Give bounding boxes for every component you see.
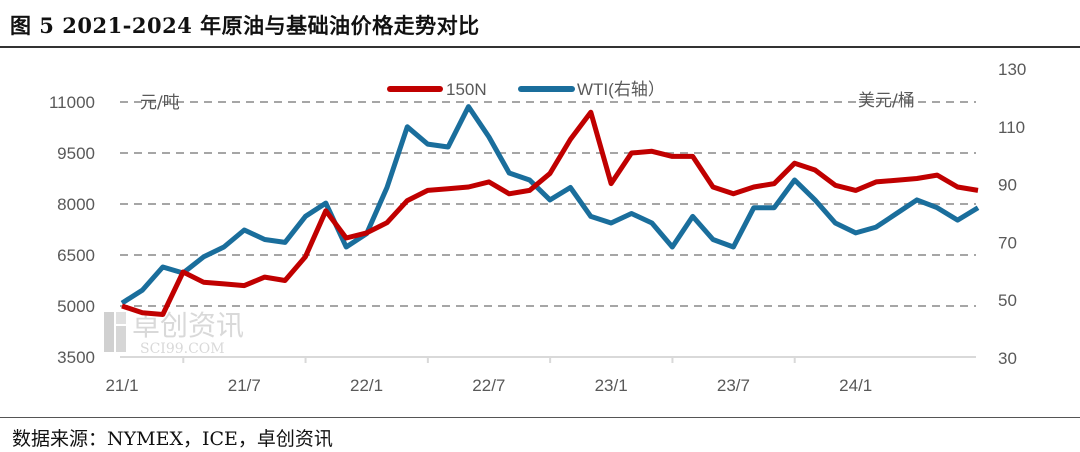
x-tick-label: 22/7	[472, 376, 505, 395]
y-right-tick-label: 130	[998, 60, 1026, 79]
y-right-tick-label: 90	[998, 176, 1017, 195]
y-right-tick-label: 70	[998, 233, 1017, 252]
footer-rule	[0, 417, 1080, 418]
left-axis-unit: 元/吨	[140, 93, 180, 113]
x-tick-label: 23/1	[595, 376, 628, 395]
y-left-tick-label: 8000	[57, 195, 95, 214]
watermark-logo-block	[116, 312, 126, 324]
y-left-tick-label: 5000	[57, 297, 95, 316]
watermark-logo: 卓创资讯 SCI99.COM	[104, 309, 244, 357]
title-rule	[0, 46, 1080, 48]
x-tick-label: 21/7	[228, 376, 261, 395]
series-line-150n	[121, 109, 979, 317]
watermark-logo-block	[116, 326, 126, 352]
right-axis-unit: 美元/桶	[858, 91, 915, 111]
y-right-tick-label: 110	[998, 118, 1025, 137]
watermark-logo-block	[104, 312, 114, 352]
watermark-en: SCI99.COM	[140, 341, 225, 357]
y-right-tick-label: 30	[998, 349, 1017, 368]
y-right-tick-label: 50	[998, 291, 1017, 310]
figure-title: 图 5 2021-2024 年原油与基础油价格走势对比	[10, 13, 480, 38]
x-tick-label: 21/1	[105, 376, 138, 395]
y-left-tick-label: 11000	[49, 93, 95, 112]
legend: 150N WTI(右轴）	[387, 80, 665, 99]
x-tick-label: 24/1	[839, 376, 872, 395]
y-left-tick-label: 3500	[57, 348, 95, 367]
legend-label-150n: 150N	[446, 80, 487, 99]
source-note: 数据来源：NYMEX，ICE，卓创资讯	[12, 428, 333, 450]
legend-label-wti: WTI(右轴）	[577, 80, 665, 99]
y-left-tick-label: 6500	[57, 246, 95, 265]
y-left-tick-label: 9500	[57, 144, 95, 163]
x-tick-label: 22/1	[350, 376, 383, 395]
x-tick-label: 23/7	[717, 376, 750, 395]
